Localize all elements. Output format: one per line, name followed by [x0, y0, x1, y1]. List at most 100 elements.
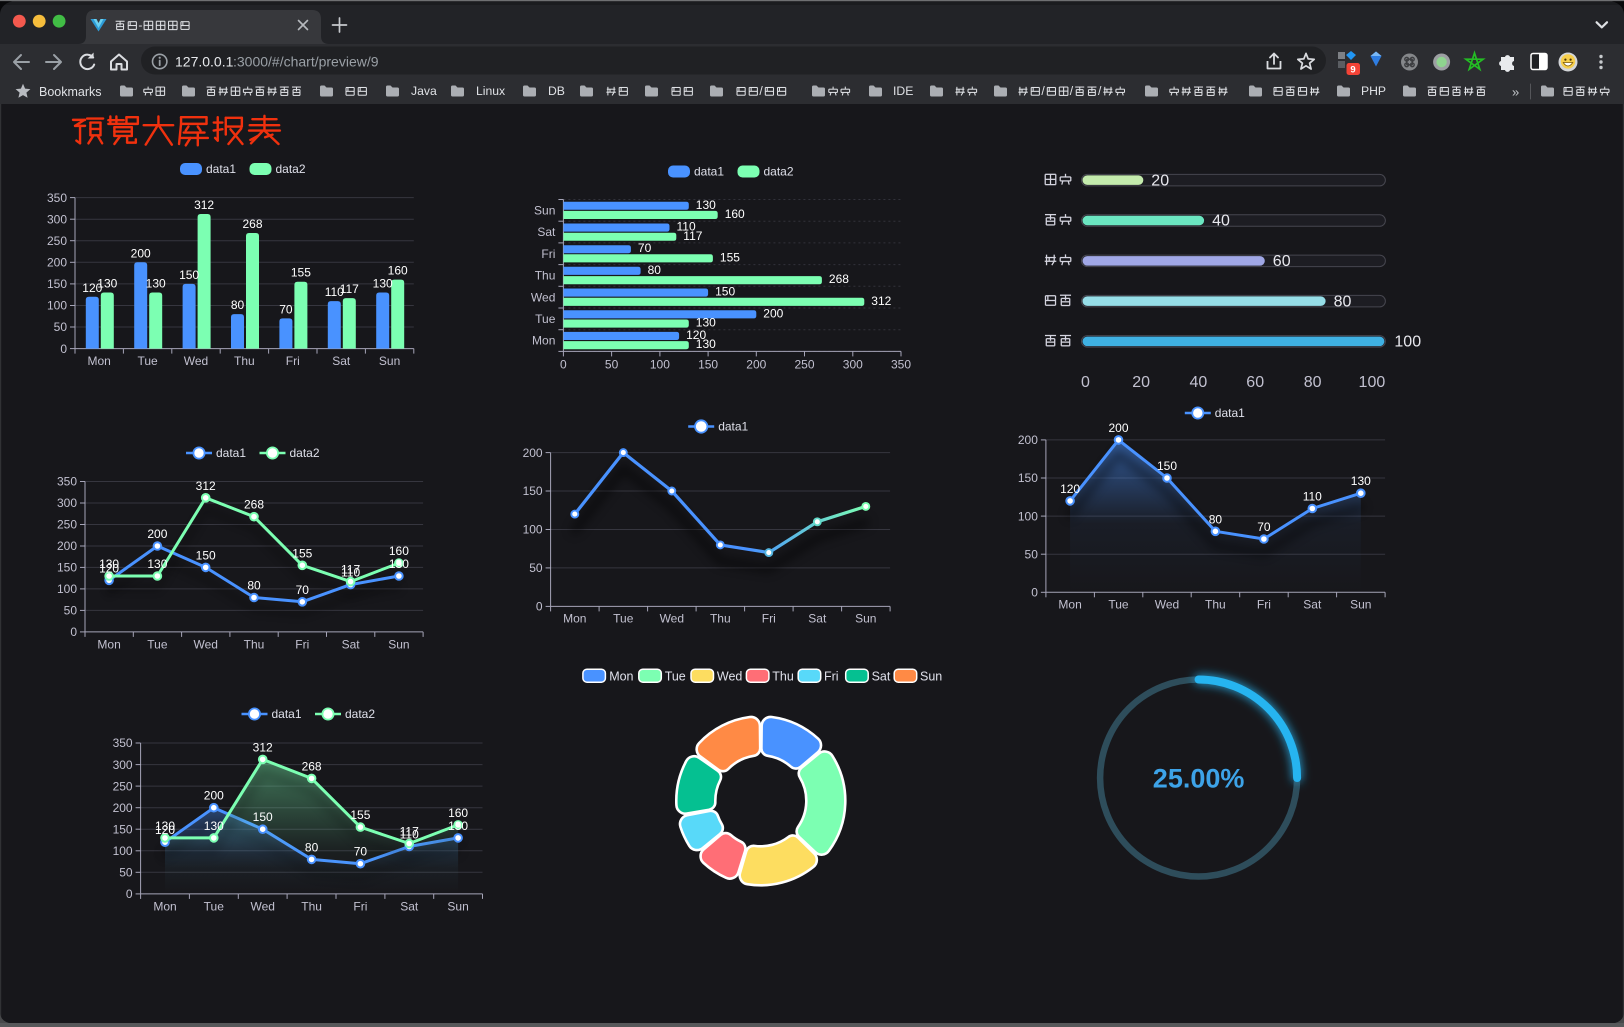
svg-text:data2: data2	[290, 446, 320, 460]
svg-text:Fri: Fri	[824, 669, 839, 683]
svg-text:80: 80	[1334, 293, 1352, 310]
svg-text:110: 110	[341, 566, 360, 580]
svg-text:100: 100	[57, 582, 77, 596]
svg-text:0: 0	[126, 887, 133, 901]
svg-text:130: 130	[696, 337, 716, 351]
svg-text:200: 200	[47, 256, 67, 270]
svg-text:20: 20	[1151, 172, 1169, 189]
svg-text:Sun: Sun	[920, 669, 942, 683]
svg-text:130: 130	[696, 198, 716, 212]
svg-text:110: 110	[325, 285, 344, 299]
svg-text:150: 150	[523, 484, 543, 498]
svg-text:0: 0	[60, 342, 67, 356]
svg-text:250: 250	[113, 779, 133, 793]
svg-text:100: 100	[1394, 334, 1421, 351]
svg-text:312: 312	[253, 740, 273, 754]
svg-text:130: 130	[696, 316, 716, 330]
svg-text:350: 350	[891, 357, 911, 371]
svg-text:120: 120	[99, 561, 119, 575]
svg-text:Java: Java	[411, 84, 437, 98]
svg-text:»: »	[1512, 85, 1519, 100]
svg-text:60: 60	[1273, 253, 1291, 270]
svg-text:130: 130	[97, 277, 117, 291]
svg-text:Sat: Sat	[400, 900, 419, 914]
svg-text:Fri: Fri	[762, 612, 776, 626]
svg-text:200: 200	[763, 306, 783, 320]
svg-text:Sat: Sat	[332, 354, 351, 368]
svg-text:Tue: Tue	[137, 354, 158, 368]
svg-text:Fri: Fri	[541, 247, 555, 261]
svg-text:Tue: Tue	[204, 900, 225, 914]
svg-text:Fri: Fri	[295, 638, 309, 652]
svg-text:150: 150	[47, 277, 67, 291]
svg-text:50: 50	[119, 866, 133, 880]
svg-text:160: 160	[725, 207, 745, 221]
svg-text:127.0.0.1: 127.0.0.1	[175, 54, 234, 70]
svg-text:70: 70	[279, 302, 293, 316]
svg-text:150: 150	[57, 561, 77, 575]
svg-text:130: 130	[99, 557, 119, 571]
svg-text:150: 150	[715, 285, 735, 299]
svg-text:data1: data1	[694, 165, 724, 179]
svg-text:155: 155	[291, 266, 311, 280]
svg-text:Fri: Fri	[286, 354, 300, 368]
svg-text:0: 0	[536, 600, 543, 614]
svg-text:80: 80	[305, 840, 319, 854]
svg-text:Tue: Tue	[535, 312, 556, 326]
svg-text:data1: data1	[1215, 406, 1245, 420]
svg-text:Thu: Thu	[710, 612, 731, 626]
svg-text:130: 130	[373, 277, 393, 291]
svg-text:250: 250	[47, 234, 67, 248]
svg-text:Linux: Linux	[476, 84, 505, 98]
svg-text:200: 200	[57, 539, 77, 553]
svg-text:200: 200	[746, 357, 766, 371]
svg-text:/: /	[1098, 84, 1102, 98]
svg-text:312: 312	[871, 294, 891, 308]
svg-text:Sun: Sun	[447, 900, 468, 914]
svg-text:data1: data1	[272, 707, 302, 721]
svg-text:120: 120	[686, 328, 706, 342]
svg-text:200: 200	[147, 527, 167, 541]
svg-text:268: 268	[242, 217, 262, 231]
svg-text:25.00%: 25.00%	[1153, 764, 1245, 794]
svg-text:70: 70	[1257, 520, 1271, 534]
svg-text:150: 150	[179, 268, 199, 282]
svg-text:110: 110	[1303, 490, 1322, 504]
svg-text:250: 250	[57, 518, 77, 532]
svg-text:0: 0	[560, 357, 567, 371]
svg-text:160: 160	[388, 264, 408, 278]
svg-text:200: 200	[1108, 421, 1128, 435]
svg-text:100: 100	[113, 844, 133, 858]
svg-text:Wed: Wed	[193, 638, 217, 652]
svg-text:0: 0	[1031, 586, 1038, 600]
svg-text:Sat: Sat	[1303, 598, 1322, 612]
svg-text:80: 80	[231, 298, 245, 312]
svg-text:268: 268	[829, 272, 849, 286]
svg-text:/: /	[1070, 84, 1074, 98]
svg-text:Wed: Wed	[660, 612, 684, 626]
svg-text:50: 50	[54, 320, 68, 334]
svg-text:200: 200	[204, 789, 224, 803]
svg-text:200: 200	[131, 246, 151, 260]
svg-text:350: 350	[113, 736, 133, 750]
svg-text:Wed: Wed	[1155, 598, 1179, 612]
svg-text:Thu: Thu	[535, 269, 556, 283]
svg-text:70: 70	[638, 241, 652, 255]
svg-text:100: 100	[650, 357, 670, 371]
svg-text:Mon: Mon	[153, 900, 176, 914]
svg-text:Mon: Mon	[97, 638, 120, 652]
svg-text:data1: data1	[206, 162, 236, 176]
svg-text:150: 150	[698, 357, 718, 371]
svg-text:IDE: IDE	[893, 84, 913, 98]
svg-text:268: 268	[302, 759, 322, 773]
svg-text:Thu: Thu	[772, 669, 794, 683]
svg-text:80: 80	[1209, 512, 1223, 526]
svg-text:155: 155	[350, 808, 370, 822]
svg-text:Sat: Sat	[537, 225, 556, 239]
svg-text:50: 50	[605, 357, 619, 371]
svg-text:80: 80	[1304, 374, 1322, 391]
svg-text:40: 40	[1212, 213, 1230, 230]
svg-text:130: 130	[448, 819, 468, 833]
svg-text:50: 50	[64, 604, 78, 618]
svg-text:150: 150	[113, 822, 133, 836]
